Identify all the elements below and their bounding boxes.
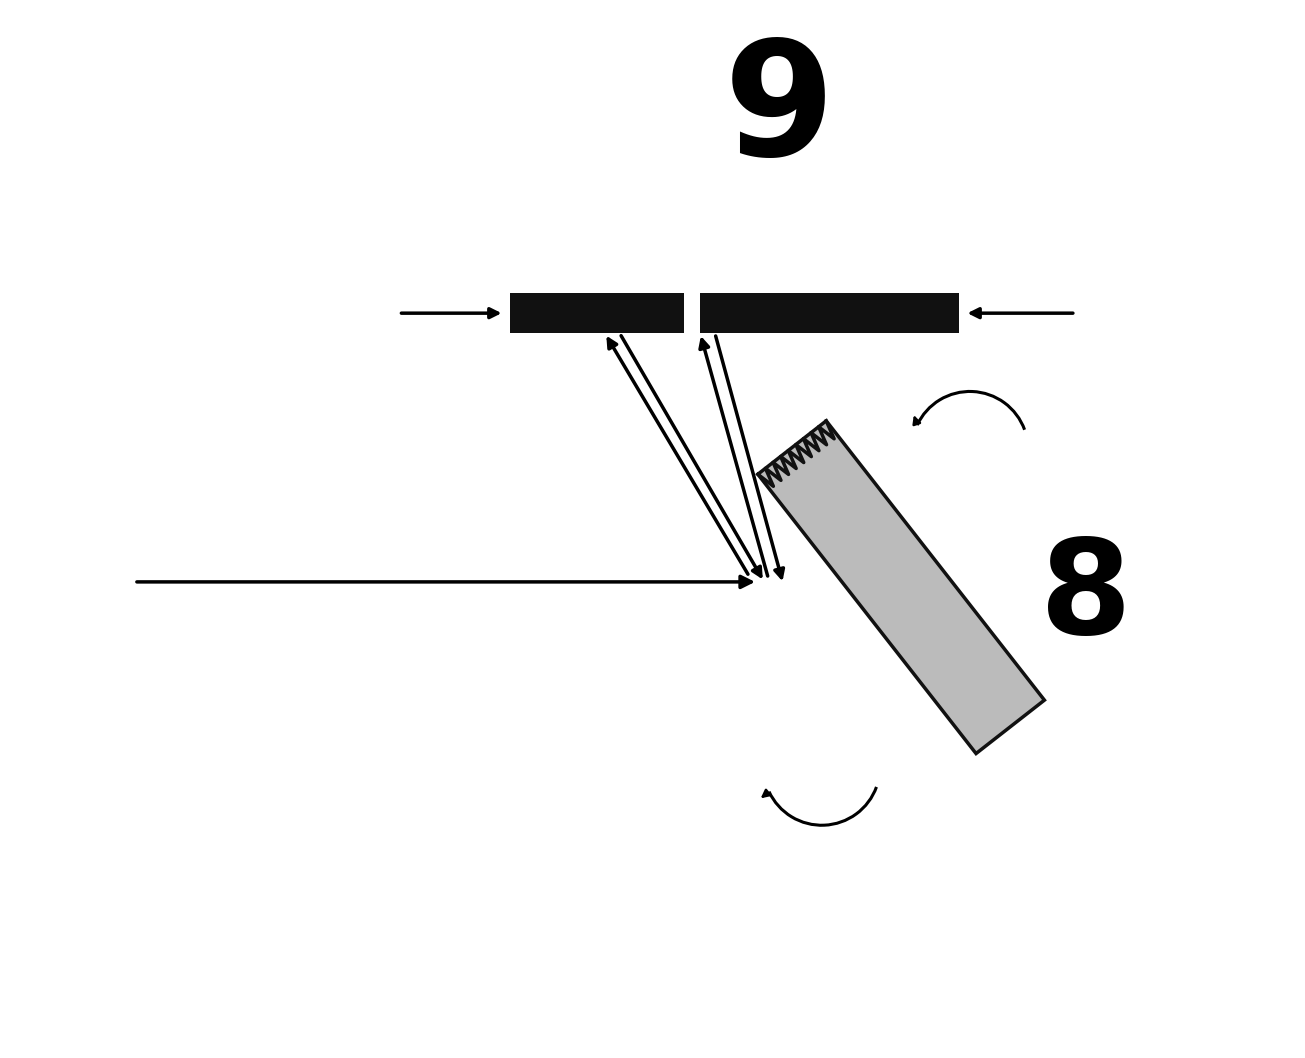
Polygon shape — [758, 421, 1044, 753]
Bar — [699, 293, 959, 333]
Text: 8: 8 — [1040, 534, 1133, 661]
Bar — [510, 293, 684, 333]
Text: 9: 9 — [724, 34, 835, 188]
